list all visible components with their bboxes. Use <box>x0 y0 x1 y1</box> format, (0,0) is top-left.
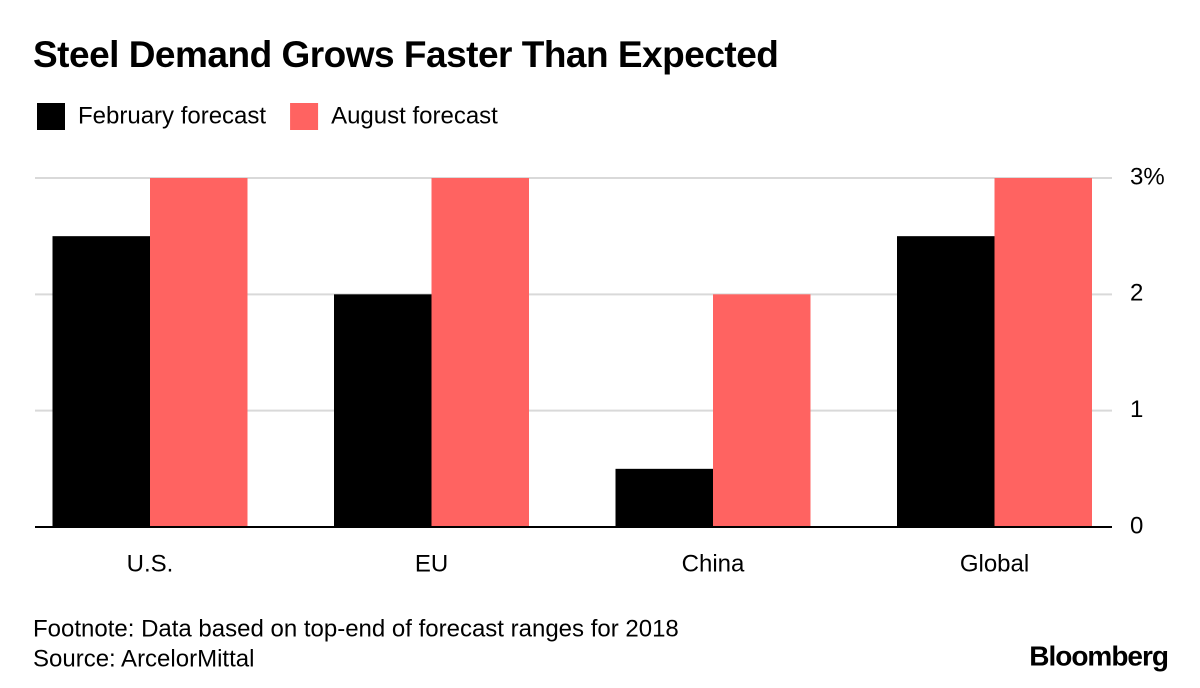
bar <box>431 178 529 527</box>
bar <box>150 178 248 527</box>
bar <box>897 236 995 527</box>
legend-swatch <box>37 103 65 130</box>
bar <box>615 468 713 527</box>
bar <box>52 236 150 527</box>
x-tick-label: U.S. <box>127 550 174 577</box>
x-tick-label: Global <box>960 550 1029 577</box>
y-tick-label: 2 <box>1130 280 1143 307</box>
legend-label: February forecast <box>78 102 266 129</box>
y-tick-label: 0 <box>1130 512 1143 539</box>
legend-label: August forecast <box>331 102 498 129</box>
y-tick-label: 3% <box>1130 163 1165 190</box>
source: Source: ArcelorMittal <box>33 645 254 672</box>
x-tick-label: EU <box>415 550 448 577</box>
x-tick-label: China <box>682 550 745 577</box>
y-tick-label: 1 <box>1130 396 1143 423</box>
bar <box>994 178 1092 527</box>
footnote: Footnote: Data based on top-end of forec… <box>33 615 679 642</box>
legend-swatch <box>290 103 319 130</box>
bar <box>713 294 811 527</box>
bar <box>334 294 432 527</box>
chart-title: Steel Demand Grows Faster Than Expected <box>33 34 778 75</box>
brand: Bloomberg <box>1029 640 1168 671</box>
